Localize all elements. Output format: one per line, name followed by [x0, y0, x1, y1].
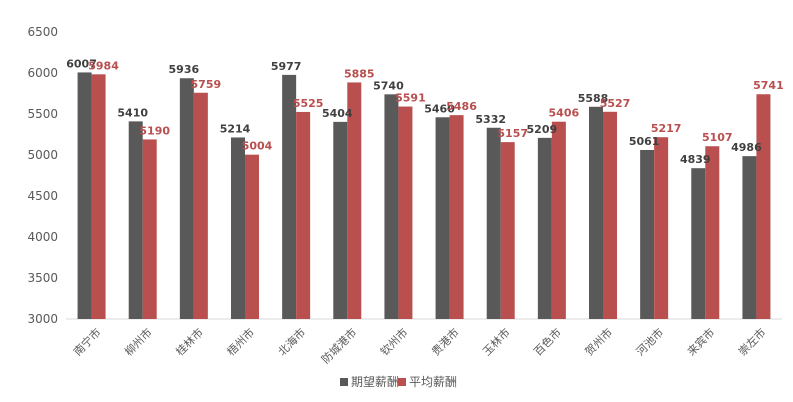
data-label-series-1: 4986 [731, 141, 762, 154]
data-label-series-1: 5061 [629, 135, 660, 148]
data-label-series-2: 5190 [139, 124, 170, 137]
data-label-series-2: 5591 [395, 92, 426, 105]
data-label-series-2: 5486 [446, 100, 477, 113]
bar-series-1 [435, 117, 450, 319]
category-label: 柳州市 [122, 325, 155, 358]
bar-series-2 [654, 137, 669, 319]
bar-series-1 [537, 137, 552, 319]
bar-series-2 [398, 106, 413, 320]
category-label: 百色市 [531, 325, 564, 358]
bar-series-2 [500, 142, 515, 319]
legend-swatch [398, 378, 406, 386]
data-label-series-1: 5460 [424, 102, 455, 115]
bar-series-2 [603, 111, 617, 319]
category-label: 河池市 [633, 325, 666, 358]
bar-series-2 [296, 111, 311, 319]
bar-series-1 [282, 74, 297, 319]
bar-series-1 [128, 121, 143, 319]
data-label-series-1: 5209 [527, 123, 558, 136]
category-label: 来宾市 [684, 325, 717, 358]
bar-series-1 [333, 121, 348, 319]
x-axis: 南宁市 柳州市 桂林市 梧州市 北海市 防城港市 钦州市 贵港市 玉林市 百色市 贺州市 河池市 来宾市… [70, 325, 768, 366]
legend-label: 平均薪酬 [409, 375, 457, 389]
data-label-series-1: 5740 [373, 79, 404, 92]
data-label-series-2: 5984 [88, 59, 119, 72]
bar-series-2 [705, 146, 720, 319]
bar-series-2 [142, 139, 157, 319]
data-label-series-2: 5217 [651, 122, 682, 135]
bar-series-1 [691, 168, 706, 319]
data-label-series-1: 5936 [169, 63, 200, 76]
y-tick-label: 6500 [27, 25, 58, 39]
data-label-series-2: 5527 [600, 97, 631, 110]
data-label-series-2: 5406 [549, 107, 580, 120]
data-label-series-2: 5107 [702, 131, 733, 144]
bar-series-2 [756, 94, 771, 319]
bar-series-1 [384, 94, 399, 319]
bar-series-1 [77, 72, 92, 320]
data-label-series-1: 6007 [66, 57, 97, 70]
bar-series-1 [486, 127, 501, 319]
bar-series-2 [245, 154, 259, 319]
data-label-series-1: 5214 [220, 122, 251, 135]
category-label: 贵港市 [428, 325, 461, 358]
legend-label: 期望薪酬 [351, 375, 399, 389]
category-label: 贺州市 [582, 325, 615, 358]
data-label-series-1: 5404 [322, 107, 353, 120]
category-label: 北海市 [275, 325, 308, 358]
bar-series-2 [91, 74, 106, 319]
y-tick-label: 6000 [27, 66, 58, 80]
bar-series-2 [193, 92, 208, 320]
data-label-series-1: 4839 [680, 153, 711, 166]
data-label-series-2: 5525 [293, 97, 324, 110]
data-label-series-1: 5588 [578, 92, 609, 105]
bar-series-1 [589, 106, 603, 319]
data-label-series-1: 5332 [475, 113, 506, 126]
category-label: 防城港市 [318, 325, 359, 366]
category-label: 崇左市 [735, 325, 768, 358]
data-label-series-1: 5977 [271, 60, 302, 73]
data-label-series-2: 5741 [753, 79, 784, 92]
category-label: 钦州市 [377, 325, 410, 358]
y-tick-label: 4500 [27, 189, 58, 203]
data-label-series-1: 5410 [117, 106, 148, 119]
bar-series-1 [231, 137, 245, 319]
category-label: 南宁市 [70, 325, 103, 358]
y-tick-label: 5000 [27, 148, 58, 162]
data-label-series-2: 5157 [497, 127, 528, 140]
category-label: 梧州市 [224, 325, 257, 358]
legend: 期望薪酬 平均薪酬 [340, 375, 457, 389]
y-tick-label: 4000 [27, 230, 58, 244]
bar-series-1 [640, 149, 655, 319]
bar-series-2 [449, 115, 464, 319]
category-label: 桂林市 [173, 325, 206, 358]
bars [77, 72, 771, 320]
bar-series-2 [551, 121, 566, 319]
y-tick-label: 3000 [27, 312, 58, 326]
data-label-series-2: 5885 [344, 67, 375, 80]
y-tick-label: 5500 [27, 107, 58, 121]
bar-series-1 [179, 78, 194, 319]
data-label-series-2: 5759 [191, 78, 222, 91]
legend-swatch [340, 378, 348, 386]
bar-series-1 [742, 156, 757, 319]
data-label-series-2: 5004 [242, 140, 273, 153]
y-tick-label: 3500 [27, 271, 58, 285]
bar-series-2 [347, 82, 362, 320]
category-label: 玉林市 [480, 325, 513, 358]
